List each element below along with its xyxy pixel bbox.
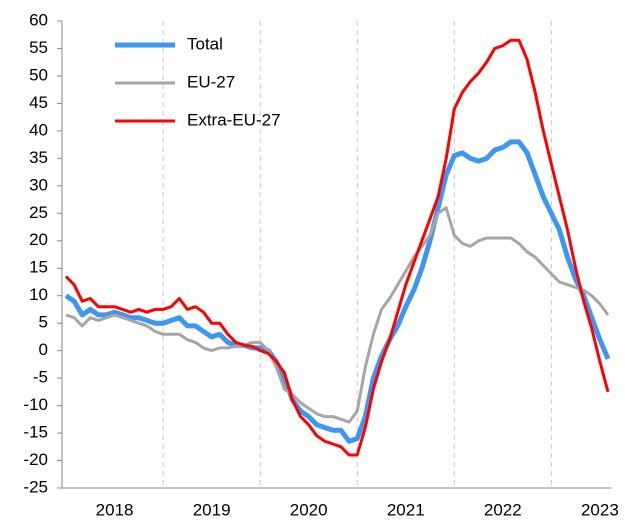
- x-tick-label: 2019: [193, 500, 231, 519]
- y-tick-label: 35: [29, 148, 48, 167]
- y-tick-label: 10: [29, 285, 48, 304]
- x-tick-label: 2020: [290, 500, 328, 519]
- legend-label: EU-27: [187, 72, 235, 91]
- y-tick-label: 0: [39, 340, 48, 359]
- y-tick-label: 25: [29, 203, 48, 222]
- y-tick-label: 30: [29, 175, 48, 194]
- series-line: [64, 38, 610, 457]
- x-tick-label: 2022: [484, 500, 522, 519]
- y-tick-label: 15: [29, 258, 48, 277]
- y-tick-label: 40: [29, 120, 48, 139]
- legend-label: Extra-EU-27: [187, 110, 281, 129]
- series-line: [65, 206, 610, 424]
- y-tick-label: 55: [29, 38, 48, 57]
- legend-label: Total: [187, 34, 223, 53]
- y-tick-label: -15: [23, 423, 48, 442]
- x-tick-label: 2021: [387, 500, 425, 519]
- y-tick-label: -25: [23, 477, 48, 496]
- x-tick-label: 2018: [96, 500, 134, 519]
- y-tick-label: -5: [33, 368, 48, 387]
- y-tick-label: -10: [23, 395, 48, 414]
- y-tick-label: -20: [23, 450, 48, 469]
- y-tick-label: 5: [39, 313, 48, 332]
- y-tick-label: 60: [29, 10, 48, 29]
- y-tick-label: 20: [29, 230, 48, 249]
- series-line: [64, 139, 611, 444]
- x-tick-label: 2023: [581, 500, 619, 519]
- y-tick-label: 50: [29, 65, 48, 84]
- y-tick-label: 45: [29, 93, 48, 112]
